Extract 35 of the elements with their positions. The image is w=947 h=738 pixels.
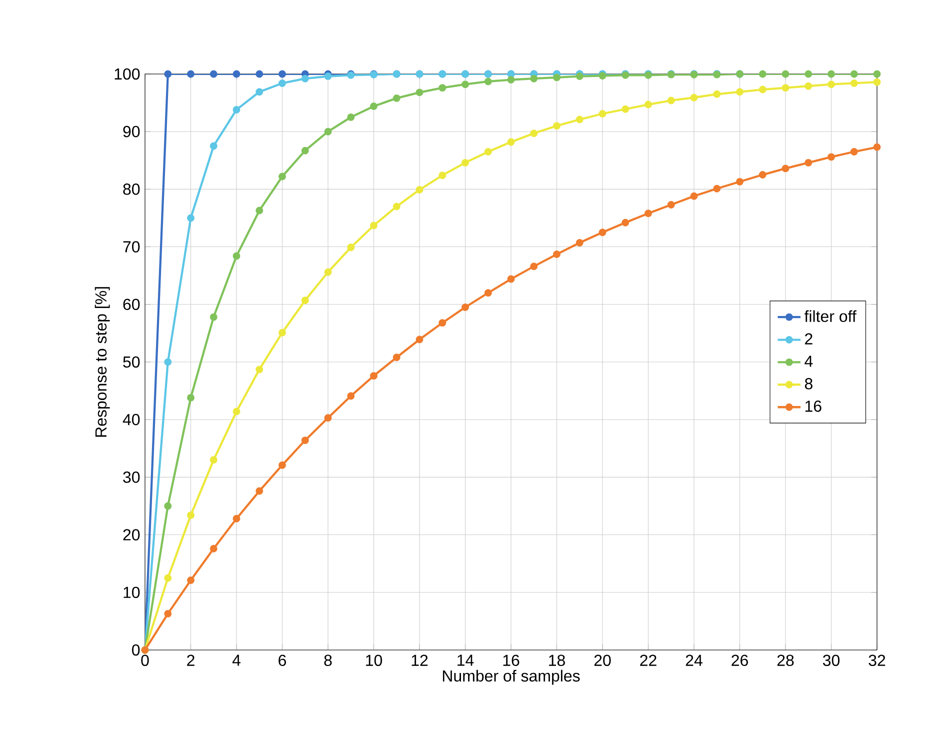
x-tick-label: 8 xyxy=(324,654,332,666)
x-tick-label: 24 xyxy=(686,654,702,666)
x-tick-label: 4 xyxy=(232,654,240,666)
y-tick-label: 60 xyxy=(123,298,140,310)
y-tick-label: 30 xyxy=(123,472,140,483)
y-axis-title: Response to step [%] xyxy=(94,287,110,437)
legend-label: filter off xyxy=(804,310,856,322)
y-tick-label: 80 xyxy=(123,184,140,195)
x-tick-label: 32 xyxy=(868,654,886,666)
x-tick-label: 0 xyxy=(141,654,149,666)
x-tick-label: 12 xyxy=(412,654,428,666)
legend-label: 8 xyxy=(804,378,812,390)
x-tick-label: 16 xyxy=(503,654,520,666)
x-axis-title: Number of samples xyxy=(442,670,580,685)
x-tick-label: 20 xyxy=(594,654,611,666)
x-tick-label: 26 xyxy=(732,654,748,666)
y-tick-label: 90 xyxy=(123,126,140,138)
y-tick-label: 10 xyxy=(124,586,140,598)
y-tick-label: 0 xyxy=(132,644,140,656)
y-tick-label: 50 xyxy=(123,356,140,368)
legend-label: 4 xyxy=(804,356,813,367)
x-tick-label: 28 xyxy=(777,654,794,666)
x-tick-label: 18 xyxy=(549,654,565,666)
y-tick-label: 100 xyxy=(114,68,140,80)
x-tick-label: 6 xyxy=(278,654,286,666)
y-tick-label: 40 xyxy=(122,414,140,426)
legend-label: 2 xyxy=(805,333,812,344)
x-tick-label: 10 xyxy=(366,654,382,666)
y-tick-label: 20 xyxy=(123,529,140,540)
legend-label: 16 xyxy=(805,400,822,412)
y-tick-label: 70 xyxy=(123,241,140,252)
x-tick-label: 30 xyxy=(822,654,840,666)
x-tick-label: 22 xyxy=(640,654,656,666)
x-tick-label: 14 xyxy=(458,654,474,666)
x-tick-label: 2 xyxy=(187,654,194,666)
